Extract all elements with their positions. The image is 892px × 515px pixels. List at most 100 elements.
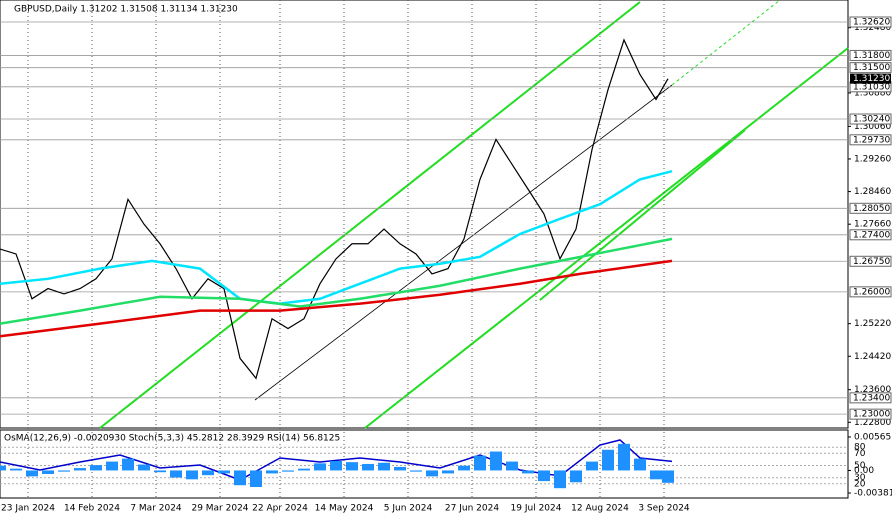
osma-bar: [26, 470, 38, 477]
y-tick-label: 1.28460: [854, 187, 891, 197]
osma-bar: [282, 470, 294, 472]
y-tick-label: 50: [854, 461, 866, 471]
trend-extension: [671, 0, 781, 86]
osma-bar: [458, 465, 470, 471]
osma-bar: [298, 468, 310, 471]
osma-bar: [410, 470, 422, 472]
level-label: 1.30240: [853, 115, 890, 125]
osma-bar: [522, 470, 534, 474]
x-tick-label: 27 Jun 2024: [445, 504, 499, 514]
y-tick-label: 1.27660: [854, 220, 891, 230]
x-tick-label: 7 Mar 2024: [130, 504, 182, 514]
osma-bar: [266, 470, 278, 474]
y-tick-label: 20: [854, 479, 866, 489]
y-tick-label: 1.32480: [854, 23, 891, 33]
osma-bar: [362, 463, 374, 471]
current-label: 1.31230: [853, 74, 890, 84]
x-tick-label: 12 Aug 2024: [571, 504, 629, 514]
y2-tick-label: 0.005655: [854, 433, 892, 443]
osma-bar: [554, 470, 566, 489]
osma-bar: [506, 461, 518, 471]
y-tick-label: 1.24420: [854, 352, 891, 362]
chart-title: GBPUSD,Daily 1.31202 1.31508 1.31134 1.3…: [14, 5, 238, 15]
level-box: [849, 62, 892, 74]
level-label: 1.28050: [853, 204, 890, 214]
level-label: 1.23400: [853, 393, 890, 403]
osma-bar: [250, 470, 262, 488]
osma-bar: [442, 470, 454, 474]
channel-mid: [539, 129, 746, 301]
y2-tick-label: 0.00: [854, 466, 874, 476]
indicator-panel: [0, 429, 849, 499]
osma-bar: [218, 470, 230, 474]
osma-bar: [234, 470, 246, 486]
x-tick-label: 3 Sep 2024: [638, 504, 690, 514]
level-label: 1.27400: [853, 230, 890, 240]
level-box: [849, 286, 892, 298]
channel-lower: [364, 47, 849, 429]
current-box: [850, 73, 891, 84]
x-tick-label: 29 Mar 2024: [191, 504, 248, 514]
main-panel: [0, 0, 849, 429]
x-tick-label: 14 Feb 2024: [64, 504, 120, 514]
indicator-title: OsMA(12,26,9) -0.0020930 Stoch(5,3,3) 45…: [4, 434, 340, 444]
osma-bar: [58, 470, 70, 472]
level-box: [849, 229, 892, 241]
y-tick-label: 1.30880: [854, 88, 891, 98]
level-box: [849, 49, 892, 61]
level-box: [849, 202, 892, 214]
osma-bar: [0, 465, 6, 471]
osma-bar: [618, 443, 630, 471]
channel-upper: [99, 1, 641, 429]
y-tick-label: 80: [854, 443, 866, 453]
osma-bar: [570, 470, 582, 483]
level-box: [849, 113, 892, 125]
level-label: 1.26750: [853, 257, 890, 267]
level-box: [849, 134, 892, 146]
osma-bar: [426, 470, 438, 477]
osma-bar: [138, 464, 150, 471]
trend-line: [254, 84, 673, 401]
level-label: 1.31030: [853, 82, 890, 92]
osma-bar: [154, 470, 166, 473]
series-line: [0, 259, 673, 338]
osma-bar: [346, 462, 358, 471]
osma-bar: [662, 470, 674, 483]
osma-bar: [122, 458, 134, 471]
osma-bar: [634, 458, 646, 471]
y-tick-label: 1.22800: [854, 418, 891, 428]
osma-bar: [538, 470, 550, 482]
osma-bar: [602, 449, 614, 471]
y-tick-label: 1.25220: [854, 319, 891, 329]
osma-bar: [90, 465, 102, 471]
channel-lines: [99, 0, 849, 429]
level-box: [849, 392, 892, 404]
y-tick-label: 30: [854, 473, 866, 483]
level-label: 1.26000: [853, 287, 890, 297]
level-box: [849, 408, 892, 420]
level-label: 1.23000: [853, 410, 890, 420]
osma-bar: [378, 462, 390, 471]
x-tick-label: 19 Jul 2024: [511, 504, 562, 514]
osma-bar: [186, 470, 198, 480]
y-tick-label: 1.29260: [854, 154, 891, 164]
y-tick-label: 1.30060: [854, 122, 891, 132]
x-tick-label: 23 Jan 2024: [1, 504, 55, 514]
series-line: [0, 38, 669, 380]
x-tick-label: 5 Jun 2024: [384, 504, 433, 514]
osma-bar: [586, 461, 598, 471]
y-tick-label: 1.23600: [854, 385, 891, 395]
level-label: 1.31800: [853, 51, 890, 61]
osma-bar: [10, 468, 22, 471]
osma-bar: [394, 466, 406, 471]
osma-bar: [314, 463, 326, 471]
level-box: [849, 255, 892, 267]
osma-bar: [170, 470, 182, 478]
x-tick-label: 22 Apr 2024: [252, 504, 308, 514]
y-tick-label: 70: [854, 449, 866, 459]
level-label: 1.31500: [853, 63, 890, 73]
level-label: 1.32620: [853, 18, 890, 28]
series-line: [0, 169, 673, 305]
osma-bar: [330, 460, 342, 471]
